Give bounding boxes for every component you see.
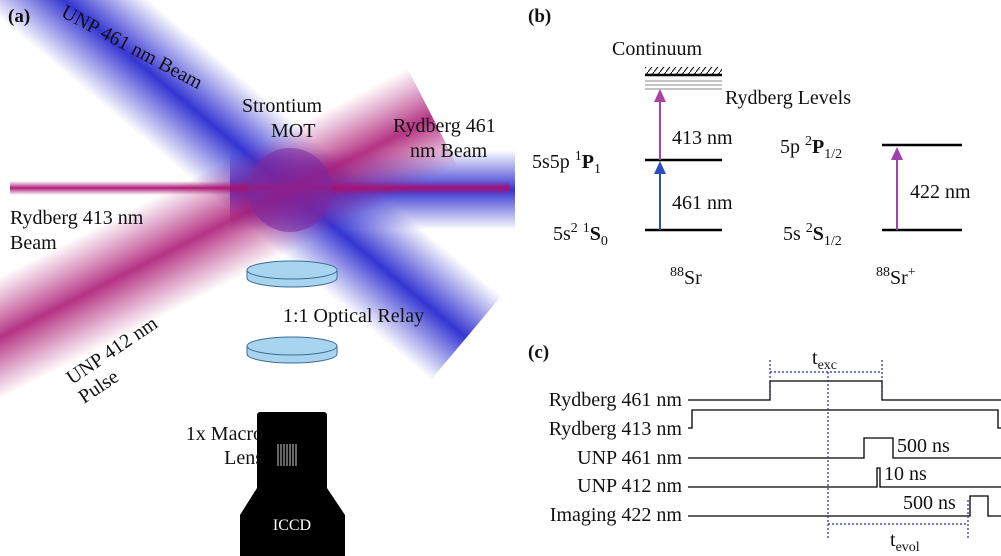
label-part: 5s bbox=[783, 223, 806, 245]
label-part: 1 bbox=[575, 149, 582, 164]
level-label: 5p 2P1/2 bbox=[780, 134, 842, 162]
label-part: S bbox=[590, 223, 601, 245]
transition-label: 422 nm bbox=[910, 181, 971, 203]
label-part: P bbox=[812, 136, 824, 158]
transition-label: 461 nm bbox=[672, 192, 733, 214]
label-part: 2 bbox=[805, 134, 812, 149]
row-label: Rydberg 461 nm bbox=[549, 389, 683, 411]
arrow-461 bbox=[654, 161, 666, 230]
figure: (a) UNP 461 nm Beam Strontium MOT Rydber… bbox=[0, 0, 1001, 556]
waveform bbox=[688, 410, 1001, 428]
rydberg-levels bbox=[645, 81, 722, 89]
level-label: 5s 2S1/2 bbox=[783, 221, 842, 249]
beam-label: Beam bbox=[10, 232, 57, 254]
mot-label: Strontium bbox=[242, 95, 322, 117]
row-label: Rydberg 413 nm bbox=[549, 418, 683, 440]
arrow-422 bbox=[891, 147, 903, 230]
label-part: 1 bbox=[583, 221, 590, 236]
continuum-label: Continuum bbox=[612, 38, 702, 60]
level-label: 5s5p 1P1 bbox=[532, 149, 601, 177]
beam-label: Rydberg 413 nm bbox=[10, 207, 144, 229]
species-label: 88Sr bbox=[670, 265, 702, 289]
label-part: 0 bbox=[601, 234, 608, 249]
panel-label: (b) bbox=[528, 6, 551, 27]
label-part: 1/2 bbox=[824, 234, 842, 249]
beam-label: Rydberg 461 bbox=[393, 115, 496, 137]
label-part: Sr bbox=[890, 267, 908, 289]
waveform bbox=[688, 438, 1001, 458]
label-part: 2 bbox=[806, 221, 813, 236]
waveform bbox=[688, 468, 1001, 487]
relay-label: 1:1 Optical Relay bbox=[283, 305, 424, 327]
label-part: 5s bbox=[553, 223, 571, 245]
panel-c: (c) Rydberg 461 nm Rydberg 413 nm UNP 46… bbox=[528, 342, 1001, 555]
pulse-label: 10 ns bbox=[884, 463, 927, 485]
label-part: 1 bbox=[594, 162, 601, 177]
label-part: P bbox=[582, 151, 594, 173]
label-part: + bbox=[908, 265, 916, 280]
label-part: 88 bbox=[876, 265, 890, 280]
label-part: 1/2 bbox=[824, 147, 842, 162]
time-label: tevol bbox=[890, 529, 920, 555]
camera-label: ICCD bbox=[273, 517, 311, 534]
lens-label: Lens bbox=[224, 447, 263, 469]
label-part: Sr bbox=[684, 267, 702, 289]
row-label: UNP 461 nm bbox=[577, 447, 682, 469]
panel-b: (b) Continuum Rydberg Levels 413 nm 461 … bbox=[528, 6, 971, 289]
panel-a: (a) UNP 461 nm Beam Strontium MOT Rydber… bbox=[0, 0, 515, 556]
label-part: 5s5p bbox=[532, 151, 575, 173]
species-label: 88Sr+ bbox=[876, 265, 916, 289]
beam-label: nm Beam bbox=[410, 140, 488, 162]
pulse-label: 500 ns bbox=[903, 492, 956, 514]
arrow-413 bbox=[654, 89, 666, 160]
panel-label: (c) bbox=[528, 342, 549, 363]
transition-label: 413 nm bbox=[672, 127, 733, 149]
time-label: texc bbox=[812, 347, 837, 373]
waveform bbox=[688, 381, 1001, 400]
label-part: 88 bbox=[670, 265, 684, 280]
label-part: exc bbox=[818, 358, 837, 373]
label-part: S bbox=[813, 223, 824, 245]
level-label: 5s2 1S0 bbox=[553, 221, 608, 249]
label-part: 2 bbox=[571, 221, 578, 236]
mot bbox=[248, 148, 332, 232]
row-label: Imaging 422 nm bbox=[550, 504, 683, 526]
rydberg-levels-label: Rydberg Levels bbox=[725, 87, 851, 109]
panel-label: (a) bbox=[8, 6, 30, 27]
pulse-label: 500 ns bbox=[897, 435, 950, 457]
row-label: UNP 412 nm bbox=[577, 475, 682, 497]
label-part: 5p bbox=[780, 136, 805, 158]
lens-label: 1x Macro bbox=[186, 423, 263, 445]
label-part: evol bbox=[896, 540, 920, 555]
mot-label: MOT bbox=[271, 120, 315, 142]
